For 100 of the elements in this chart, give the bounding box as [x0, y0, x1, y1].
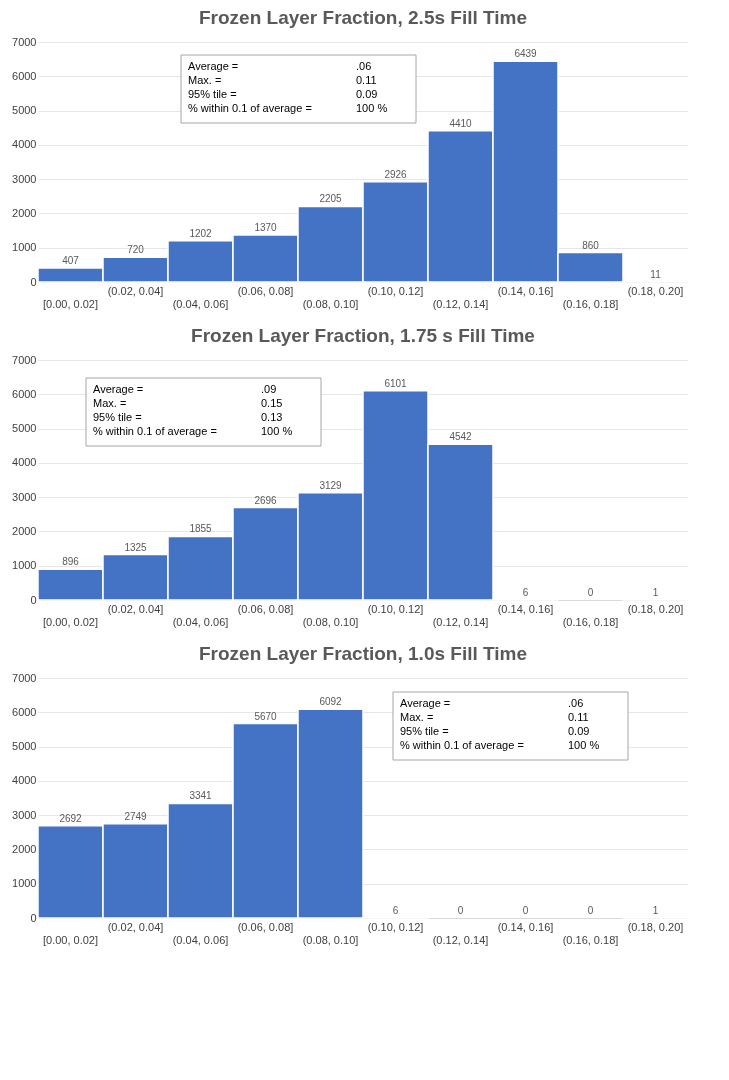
data-label: 1202 [189, 227, 213, 239]
annotation: .09 [261, 383, 277, 395]
annotation: 95% tile = [400, 725, 449, 737]
y-tick-label: 5000 [12, 104, 37, 117]
annotation: 100 % [356, 102, 388, 114]
annotation: Average = [188, 60, 239, 72]
annotation: 0.11 [356, 74, 377, 86]
data-label: 1325 [124, 541, 148, 553]
y-tick-label: 0 [30, 593, 37, 606]
y-tick-label: 1000 [12, 241, 37, 254]
data-label: 0 [522, 905, 529, 916]
annotation: 0.11 [568, 711, 589, 723]
x-tick-label: (0.12, 0.14] [432, 615, 489, 628]
data-label: 1 [652, 586, 659, 598]
annotation: 0.13 [261, 411, 283, 423]
chart-title: Frozen Layer Fraction, 1.0s Fill Time [198, 643, 528, 664]
data-label: 6 [392, 904, 399, 916]
x-tick-label: (0.18, 0.20] [627, 920, 684, 933]
y-tick-label: 6000 [12, 69, 37, 82]
data-label: 5670 [254, 710, 278, 722]
x-tick-label: (0.10, 0.12] [367, 920, 424, 933]
data-label: 3129 [319, 479, 343, 491]
chart-title: Frozen Layer Fraction, 2.5s Fill Time [198, 7, 528, 28]
annotation: 0.15 [261, 397, 283, 409]
data-label: 3341 [189, 790, 213, 802]
annotation: Max. = [93, 397, 127, 409]
y-tick-label: 7000 [12, 35, 37, 48]
annotation: 0.09 [356, 88, 378, 100]
x-tick-label: (0.08, 0.10] [302, 297, 359, 310]
annotation: 95% tile = [188, 88, 237, 100]
data-label: 2926 [384, 168, 408, 180]
y-tick-label: 2000 [12, 206, 37, 219]
annotation: Average = [400, 697, 451, 709]
y-tick-label: 3000 [12, 490, 37, 503]
chart-title: Frozen Layer Fraction, 1.75 s Fill Time [191, 325, 535, 346]
x-tick-label: (0.14, 0.16] [497, 920, 554, 933]
annotation: % within 0.1 of average = [400, 739, 524, 751]
data-label: 1855 [189, 523, 213, 535]
x-tick-label: (0.12, 0.14] [432, 933, 489, 946]
x-tick-label: (0.06, 0.08] [237, 602, 294, 615]
x-tick-label: (0.16, 0.18] [562, 933, 619, 946]
data-label: 2749 [124, 810, 148, 822]
annotation: 0.09 [568, 725, 590, 737]
data-label: 6 [522, 586, 529, 598]
x-tick-label: (0.04, 0.06] [172, 933, 229, 946]
data-label: 2205 [319, 193, 343, 205]
data-label: 896 [62, 556, 80, 568]
x-tick-label: (0.06, 0.08] [237, 920, 294, 933]
data-label: 6101 [384, 377, 408, 389]
data-label: 0 [587, 905, 594, 916]
annotation: .06 [568, 697, 584, 709]
y-tick-label: 5000 [12, 740, 37, 753]
y-tick-label: 6000 [12, 387, 37, 400]
x-tick-label: (0.02, 0.04] [107, 284, 164, 297]
annotation: Max. = [400, 711, 434, 723]
x-tick-label: (0.08, 0.10] [302, 615, 359, 628]
x-tick-label: (0.02, 0.04] [107, 602, 164, 615]
data-label: 6439 [514, 48, 538, 60]
y-tick-label: 0 [30, 275, 37, 288]
y-tick-label: 6000 [12, 705, 37, 718]
annotation: 100 % [261, 425, 293, 437]
y-tick-label: 0 [30, 911, 37, 924]
x-tick-label: (0.04, 0.06] [172, 297, 229, 310]
x-tick-label: (0.08, 0.10] [302, 933, 359, 946]
x-tick-label: (0.18, 0.20] [627, 284, 684, 297]
x-tick-label: (0.06, 0.08] [237, 284, 294, 297]
x-tick-label: (0.10, 0.12] [367, 602, 424, 615]
data-label: 407 [62, 255, 80, 267]
data-label: 0 [587, 587, 594, 598]
x-tick-label: [0.00, 0.02] [42, 933, 99, 946]
x-tick-label: (0.16, 0.18] [562, 615, 619, 628]
data-label: 6092 [319, 696, 343, 708]
data-label: 1370 [254, 222, 278, 234]
annotation: 100 % [568, 739, 600, 751]
y-tick-label: 4000 [12, 138, 37, 151]
annotation: .06 [356, 60, 372, 72]
data-label: 4542 [449, 431, 473, 443]
y-tick-label: 4000 [12, 456, 37, 469]
y-tick-label: 7000 [12, 671, 37, 684]
data-label: 4410 [449, 117, 473, 129]
x-tick-label: (0.12, 0.14] [432, 297, 489, 310]
annotation: % within 0.1 of average = [188, 102, 312, 114]
x-tick-label: (0.02, 0.04] [107, 920, 164, 933]
x-tick-label: (0.14, 0.16] [497, 602, 554, 615]
x-tick-label: [0.00, 0.02] [42, 297, 99, 310]
annotation: Max. = [188, 74, 222, 86]
data-label: 2696 [254, 494, 278, 506]
data-label: 2692 [59, 812, 83, 824]
annotation: Average = [93, 383, 144, 395]
y-tick-label: 2000 [12, 842, 37, 855]
x-tick-label: (0.16, 0.18] [562, 297, 619, 310]
data-label: 720 [127, 244, 145, 256]
annotation: % within 0.1 of average = [93, 425, 217, 437]
y-tick-label: 4000 [12, 774, 37, 787]
x-tick-label: (0.14, 0.16] [497, 284, 554, 297]
y-tick-label: 2000 [12, 524, 37, 537]
y-tick-label: 7000 [12, 353, 37, 366]
data-label: 0 [457, 905, 464, 916]
y-tick-label: 3000 [12, 172, 37, 185]
data-label: 860 [582, 239, 600, 251]
